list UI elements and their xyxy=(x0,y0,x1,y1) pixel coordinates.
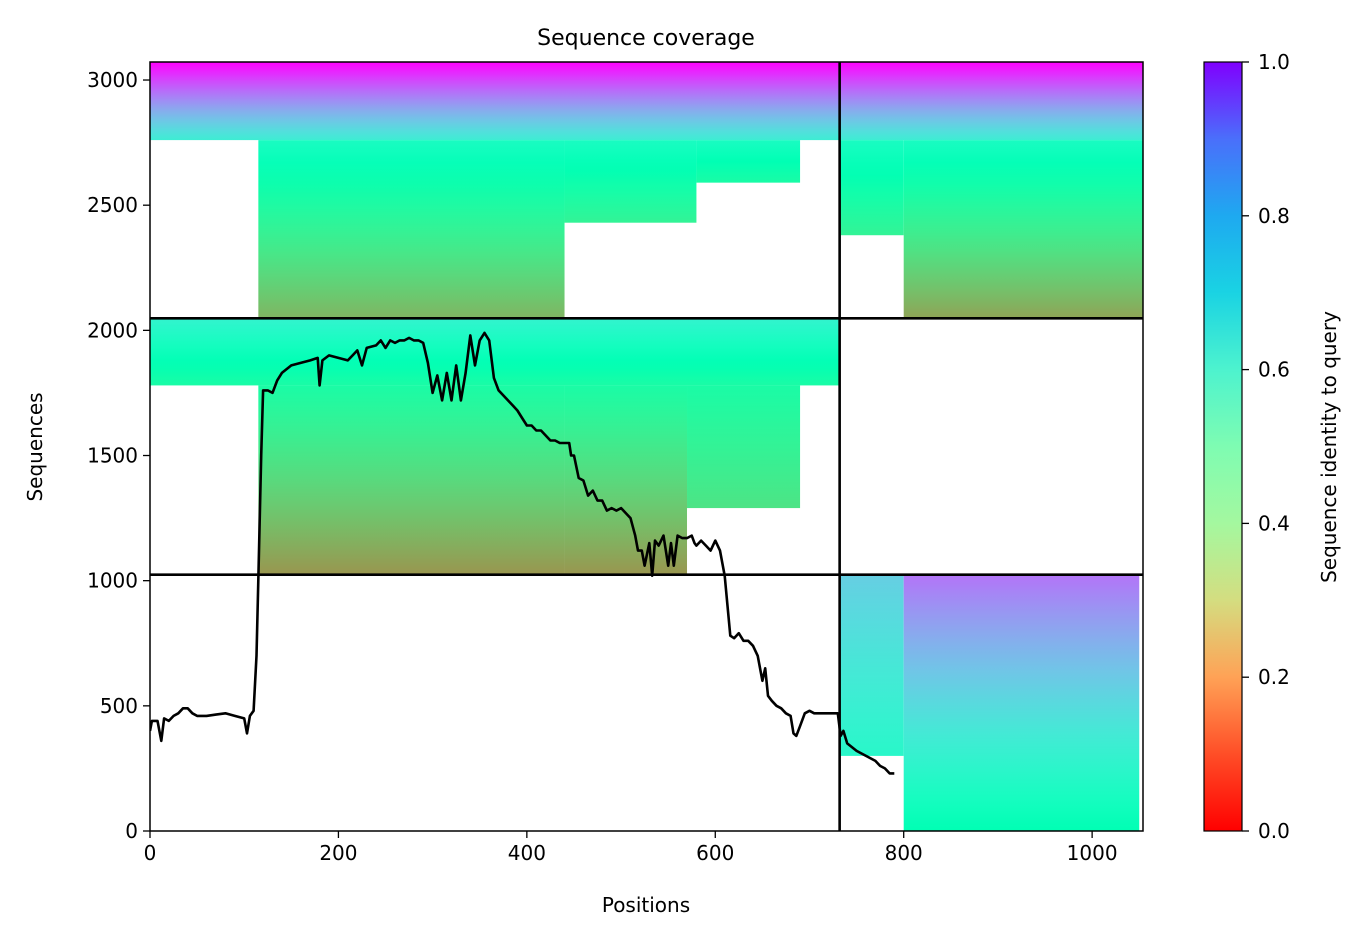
x-tick-label: 200 xyxy=(319,841,357,865)
y-tick-label: 2500 xyxy=(87,193,138,217)
coverage-fill xyxy=(839,140,904,236)
colorbar-tick-label: 1.0 xyxy=(1258,50,1290,74)
y-axis-label: Sequences xyxy=(23,392,47,501)
block-middle-left xyxy=(150,318,840,575)
coverage-fill xyxy=(839,574,904,756)
coverage-fill xyxy=(903,140,1143,319)
coverage-fill xyxy=(564,385,688,575)
x-axis-label: Positions xyxy=(602,893,690,917)
coverage-fill xyxy=(258,140,565,319)
colorbar-tick-label: 0.0 xyxy=(1258,819,1290,843)
chart-title: Sequence coverage xyxy=(537,26,755,51)
plot-frame xyxy=(149,61,1144,832)
block-dividers xyxy=(150,62,1143,831)
coverage-fill xyxy=(696,140,801,183)
y-tick-label: 1500 xyxy=(87,444,138,468)
block-top-left xyxy=(150,62,840,319)
coverage-line xyxy=(150,331,895,775)
x-axis-ticks: 0 200 400 600 800 1000 xyxy=(144,831,1118,865)
coverage-fill xyxy=(150,62,840,141)
block-bottom-right xyxy=(839,574,1140,831)
y-tick-label: 0 xyxy=(125,819,138,843)
y-tick-label: 3000 xyxy=(87,68,138,92)
coverage-fill xyxy=(150,318,840,386)
coverage-fill xyxy=(839,62,1143,141)
colorbar-label: Sequence identity to query xyxy=(1317,311,1341,583)
y-tick-label: 500 xyxy=(100,694,138,718)
x-tick-label: 400 xyxy=(508,841,546,865)
coverage-fill xyxy=(258,385,565,575)
colorbar-tick-label: 0.6 xyxy=(1258,358,1290,382)
coverage-heatmap xyxy=(150,62,1143,831)
colorbar xyxy=(1203,61,1243,832)
x-tick-label: 1000 xyxy=(1067,841,1118,865)
x-tick-label: 0 xyxy=(144,841,157,865)
block-top-right xyxy=(839,62,1143,319)
coverage-fill xyxy=(564,140,697,223)
colorbar-tick-label: 0.2 xyxy=(1258,665,1290,689)
x-tick-label: 600 xyxy=(696,841,734,865)
y-tick-label: 1000 xyxy=(87,569,138,593)
y-axis-ticks: 0 500 1000 1500 2000 2500 3000 xyxy=(87,68,150,843)
colorbar-tick-label: 0.8 xyxy=(1258,204,1290,228)
coverage-line-layer xyxy=(150,331,895,775)
x-tick-label: 800 xyxy=(885,841,923,865)
coverage-fill xyxy=(687,385,801,509)
colorbar-tick-label: 0.4 xyxy=(1258,511,1290,535)
y-tick-label: 2000 xyxy=(87,318,138,342)
colorbar-ticks: 0.0 0.2 0.4 0.6 0.8 1.0 xyxy=(1242,50,1290,843)
coverage-fill xyxy=(903,574,1140,831)
